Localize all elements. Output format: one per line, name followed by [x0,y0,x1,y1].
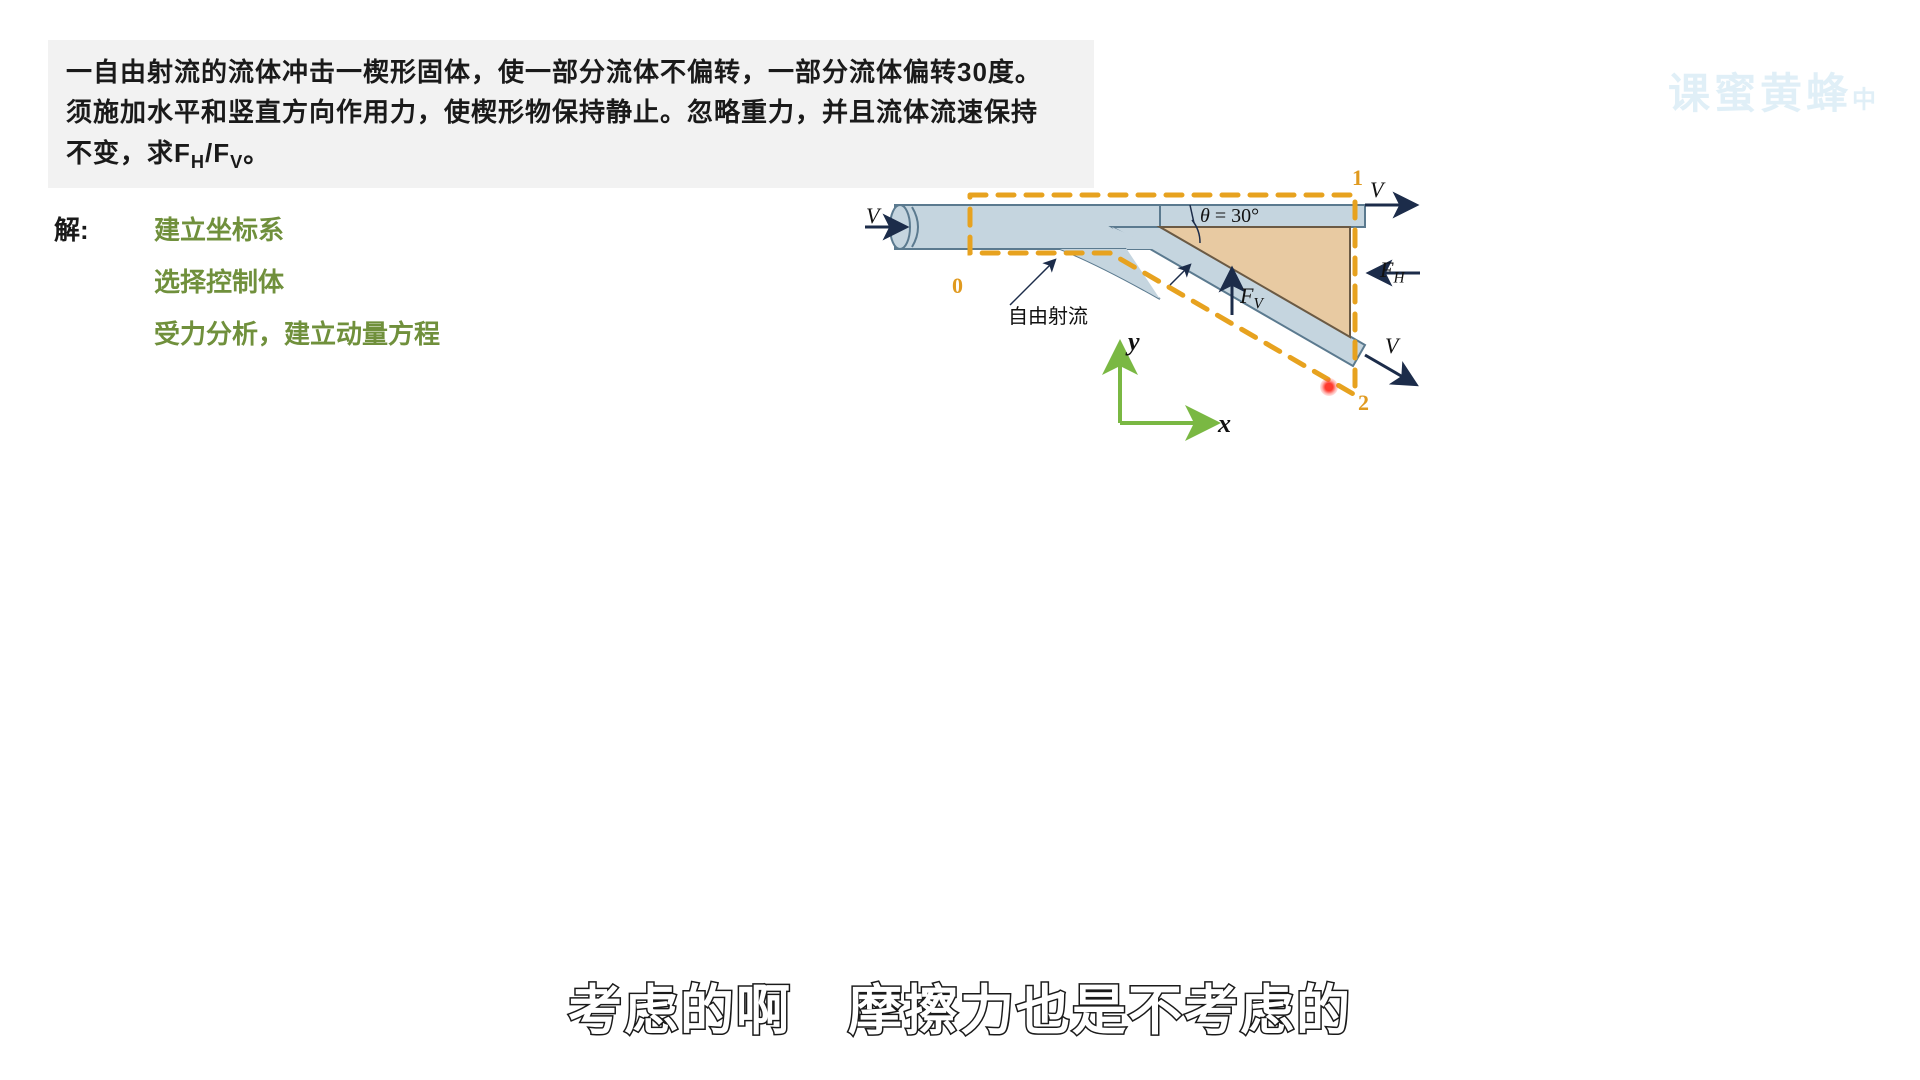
problem-line2: 须施加水平和竖直方向作用力，使楔形物保持静止。忽略重力，并且流体流速保持 [66,97,1038,127]
step-3: 受力分析，建立动量方程 [154,314,440,351]
label-theta: θ = 30° [1200,205,1259,228]
label-fv: FV [1240,283,1263,313]
cv-label-1: 1 [1352,165,1363,191]
diagram-svg [860,165,1440,455]
watermark: 课蜜黄蜂中 [1668,60,1880,121]
wedge [1160,227,1350,337]
axis-y-label: y [1128,327,1140,357]
step-2: 选择控制体 [154,262,284,299]
watermark-suffix: 中 [1852,86,1880,113]
axis-x-label: x [1218,409,1231,439]
label-v-top: V [1370,177,1383,203]
label-freejet: 自由射流 [1008,300,1088,329]
solution-label: 解: [54,210,89,247]
small-normal-arrow [1170,265,1190,285]
label-v-bot: V [1385,333,1398,359]
watermark-text: 课蜜黄蜂 [1668,70,1852,117]
problem-ratio: FH/FV [174,138,243,168]
pointer-dot-icon [1320,378,1338,396]
jet-wedge-diagram: V V V θ = 30° FH FV 自由射流 y x 0 1 2 [860,165,1440,455]
label-v-in: V [866,203,879,229]
problem-line1: 一自由射流的流体冲击一楔形固体，使一部分流体不偏转，一部分流体偏转30度。 [66,57,1042,87]
arrow-v-bot [1365,355,1415,384]
problem-line3-suffix: 。 [243,138,270,168]
problem-line3-prefix: 不变，求 [66,138,174,168]
video-subtitle: 考虑的啊 摩擦力也是不考虑的 [0,966,1920,1045]
cv-label-0: 0 [952,273,963,299]
step-1: 建立坐标系 [154,210,284,247]
cv-label-2: 2 [1358,390,1369,416]
label-fh: FH [1380,257,1405,287]
freejet-pointer [1010,260,1055,305]
